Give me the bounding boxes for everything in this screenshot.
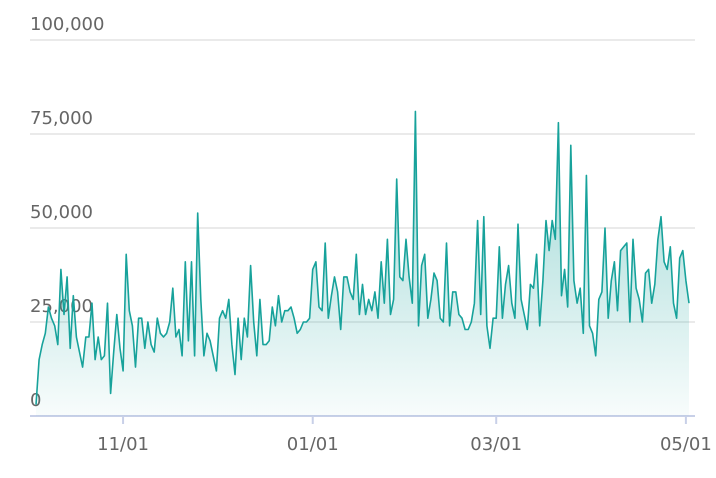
x-tick-label: 11/01 bbox=[97, 434, 149, 455]
y-tick-label: 75,000 bbox=[30, 108, 93, 129]
y-tick-label: 100,000 bbox=[30, 14, 104, 35]
x-tick-label: 03/01 bbox=[470, 434, 522, 455]
area bbox=[36, 111, 689, 417]
y-tick-label: 50,000 bbox=[30, 202, 93, 223]
x-tick-label: 01/01 bbox=[287, 434, 339, 455]
x-tick-label: 05/01 bbox=[660, 434, 712, 455]
line bbox=[35, 110, 690, 405]
